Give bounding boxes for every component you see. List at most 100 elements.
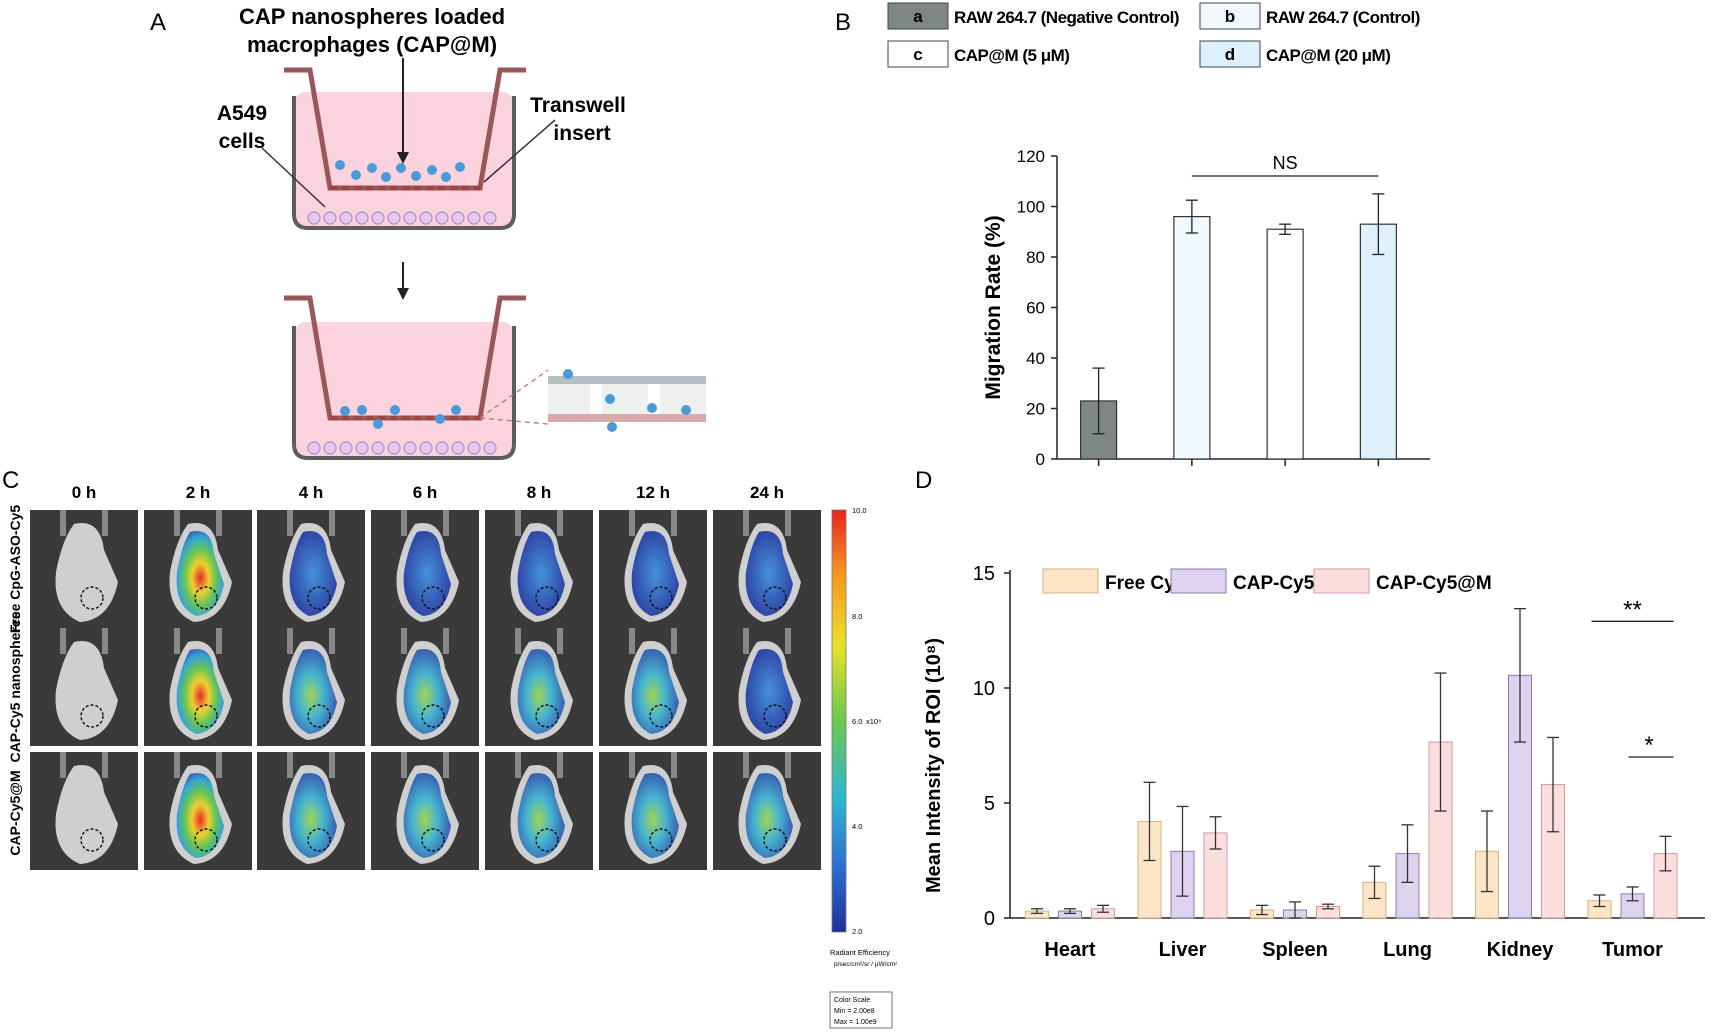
tumor-roi-circle xyxy=(80,828,104,852)
legend-swatch-1 xyxy=(1170,568,1227,594)
panel-c-letter: C xyxy=(2,467,19,494)
panel-b-legend: a RAW 264.7 (Negative Control) b RAW 264.7 … xyxy=(887,2,1420,68)
macrophages-top xyxy=(335,160,465,182)
y-tick-label: 20 xyxy=(1026,400,1045,419)
panel-a-right-label-line1: Transwell xyxy=(530,94,626,117)
y-axis-label: Mean Intensity of ROI (10⁸) xyxy=(923,638,945,893)
transwell-diagram-top xyxy=(261,58,556,230)
tumor-roi-circle xyxy=(649,704,673,728)
tube-holder xyxy=(287,510,293,536)
legend-key-d: d xyxy=(1225,45,1235,64)
tube-holder xyxy=(515,510,521,536)
a549-cells xyxy=(307,211,497,225)
bar-c xyxy=(1266,228,1304,460)
fluorescence-signal xyxy=(403,530,451,616)
legend-key-b: b xyxy=(1225,7,1235,26)
tube-holder xyxy=(515,628,521,654)
legend-key-c: c xyxy=(913,45,922,64)
tube-holder xyxy=(785,752,791,778)
row-label-2: CAP-Cy5@M xyxy=(7,770,23,855)
y-tick-label: 60 xyxy=(1026,299,1045,318)
row-label-0: Free CpG-ASO-Cy5 xyxy=(7,505,23,634)
bar-d xyxy=(1359,223,1397,460)
tube-holder xyxy=(743,628,749,654)
tumor-roi-circle xyxy=(535,704,559,728)
timepoint-1: 2 h xyxy=(186,483,211,502)
significance-label-1: * xyxy=(1644,732,1653,759)
tube-holder xyxy=(174,752,180,778)
fluorescence-signal xyxy=(631,648,679,734)
tube-holder xyxy=(287,628,293,654)
x-tick-label-kidney: Kidney xyxy=(1487,939,1555,961)
tumor-roi-circle xyxy=(763,828,787,852)
tumor-roi-circle xyxy=(80,704,104,728)
tumor-roi-circle xyxy=(649,828,673,852)
panel-a-left-label-line2: cells xyxy=(219,130,266,153)
tube-holder xyxy=(216,628,222,654)
colorbar-tick-4: 4.0 xyxy=(852,822,862,831)
tube-holder xyxy=(102,752,108,778)
tube-holder xyxy=(557,510,563,536)
fluorescence-signal xyxy=(289,648,337,734)
x-tick-label-heart: Heart xyxy=(1044,939,1095,961)
step-arrow-head xyxy=(397,288,409,300)
tube-holder xyxy=(629,628,635,654)
tube-holder xyxy=(515,752,521,778)
colorbar-tick-6: 6.0 xyxy=(852,717,862,726)
tube-holder xyxy=(557,752,563,778)
legend-swatch-0 xyxy=(1042,568,1099,594)
fluorescence-signal xyxy=(631,772,679,858)
tumor-roi-circle xyxy=(80,586,104,610)
colorbar: 10.0 8.0 6.0 x10⁸ 4.0 2.0 Radiant Effici… xyxy=(829,506,898,1029)
fluorescence-signal xyxy=(745,772,793,858)
tube-holder xyxy=(60,510,66,536)
panel-a-letter: A xyxy=(150,9,166,36)
tube-holder xyxy=(785,510,791,536)
tube-holder xyxy=(743,510,749,536)
tumor-roi-circle xyxy=(421,586,445,610)
tube-holder xyxy=(329,752,335,778)
y-tick-label: 120 xyxy=(1017,147,1045,166)
tumor-roi-circle xyxy=(421,704,445,728)
legend-label-1: CAP-Cy5 xyxy=(1233,573,1315,594)
tube-holder xyxy=(174,628,180,654)
tube-holder xyxy=(629,752,635,778)
tube-holder xyxy=(216,510,222,536)
tube-holder xyxy=(329,510,335,536)
tube-holder xyxy=(443,752,449,778)
tube-holder xyxy=(557,628,563,654)
panel-a-title-line2: macrophages (CAP@M) xyxy=(247,32,497,57)
tube-holder xyxy=(629,510,635,536)
fluorescence-signal xyxy=(745,530,793,616)
fluorescence-signal xyxy=(517,648,565,734)
y-tick-label: 15 xyxy=(973,563,995,585)
colorbar-unit: x10⁸ xyxy=(866,717,881,726)
tube-holder xyxy=(671,752,677,778)
legend-label-c: CAP@M (5 μM) xyxy=(954,46,1069,65)
colorbar-tick-8: 8.0 xyxy=(852,612,862,621)
tumor-roi-circle xyxy=(307,828,331,852)
significance-label-0: ** xyxy=(1623,596,1642,623)
x-tick-label-lung: Lung xyxy=(1383,939,1432,961)
tube-holder xyxy=(401,628,407,654)
tumor-roi-circle xyxy=(307,586,331,610)
transwell-diagram-bottom xyxy=(284,295,706,460)
y-tick-label: 40 xyxy=(1026,349,1045,368)
tube-holder xyxy=(401,510,407,536)
y-tick-label: 80 xyxy=(1026,248,1045,267)
fluorescence-signal xyxy=(403,648,451,734)
ns-annotation: NS xyxy=(1273,153,1298,173)
panel-d-letter: D xyxy=(915,467,932,494)
migrating-macrophages xyxy=(340,405,461,429)
colorbar-tick-2: 2.0 xyxy=(852,927,862,936)
tumor-roi-circle xyxy=(194,704,218,728)
legend-swatch-c xyxy=(887,40,949,68)
fluorescence-signal xyxy=(289,530,337,616)
well-medium-2 xyxy=(294,322,514,456)
fluorescence-signal xyxy=(176,530,224,616)
timepoint-4: 8 h xyxy=(527,483,552,502)
tube-holder xyxy=(102,628,108,654)
tube-holder xyxy=(102,510,108,536)
legend-swatch-b xyxy=(1199,2,1261,30)
